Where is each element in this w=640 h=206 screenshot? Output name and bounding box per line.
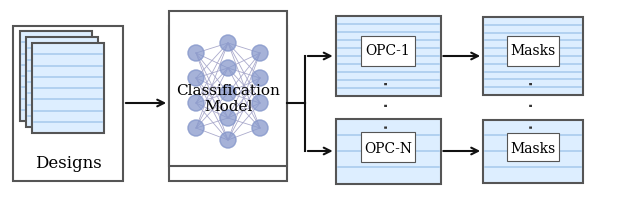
Text: · · ·: · · · [524, 77, 542, 131]
FancyBboxPatch shape [483, 120, 583, 183]
FancyBboxPatch shape [507, 133, 559, 161]
Text: OPC-1: OPC-1 [365, 44, 410, 58]
Circle shape [252, 71, 268, 87]
Circle shape [252, 96, 268, 111]
Circle shape [188, 96, 204, 111]
Text: · · ·: · · · [379, 77, 397, 131]
Circle shape [188, 121, 204, 136]
FancyBboxPatch shape [361, 37, 415, 67]
FancyBboxPatch shape [32, 44, 104, 133]
FancyBboxPatch shape [20, 32, 92, 121]
FancyBboxPatch shape [335, 17, 440, 97]
FancyBboxPatch shape [13, 26, 123, 181]
Text: Classification
Model: Classification Model [176, 83, 280, 114]
Text: OPC-N: OPC-N [364, 141, 412, 155]
FancyBboxPatch shape [483, 18, 583, 96]
Text: Masks: Masks [510, 141, 556, 155]
FancyBboxPatch shape [361, 133, 415, 162]
Circle shape [220, 85, 236, 102]
Circle shape [220, 61, 236, 77]
Circle shape [188, 71, 204, 87]
FancyBboxPatch shape [507, 37, 559, 67]
Circle shape [220, 132, 236, 148]
FancyBboxPatch shape [169, 12, 287, 166]
Circle shape [252, 121, 268, 136]
FancyBboxPatch shape [26, 38, 98, 127]
Circle shape [220, 36, 236, 52]
Circle shape [220, 110, 236, 126]
Text: Masks: Masks [510, 44, 556, 58]
FancyBboxPatch shape [169, 26, 287, 181]
Text: Designs: Designs [35, 154, 101, 171]
Circle shape [252, 46, 268, 62]
FancyBboxPatch shape [335, 119, 440, 184]
Circle shape [188, 46, 204, 62]
